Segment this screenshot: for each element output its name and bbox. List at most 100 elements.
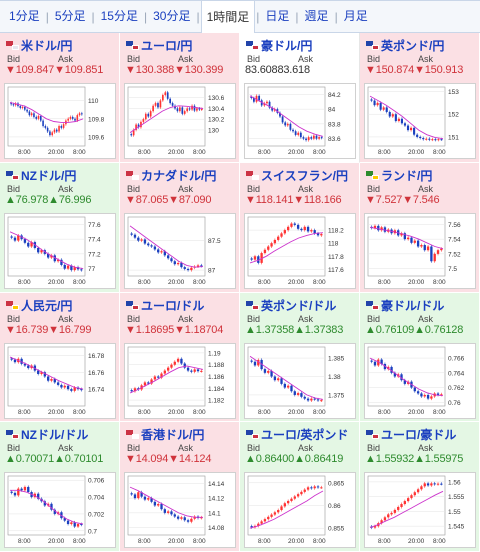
candle-body (284, 122, 287, 126)
price-chart[interactable]: 130.6 130.4 130.2 130 8:00 20:00 8:00 (124, 83, 236, 159)
candle-body (296, 392, 300, 395)
price-chart[interactable]: 1.385 1.38 1.375 8:00 20:00 8:00 (244, 342, 356, 419)
y-tick-label: 83.6 (328, 136, 341, 143)
timeframe-tabs: 1分足 | 5分足 | 15分足 | 30分足 | 1時間足 | 日足 | 週足 | 月足 (0, 0, 480, 33)
currency-pair-link[interactable]: 英ポンド/ドル (246, 297, 336, 314)
candle-body (147, 113, 150, 117)
candle-body (166, 255, 170, 259)
tab-timeframe[interactable]: 1分足 (9, 9, 40, 23)
candle-body (163, 370, 167, 374)
currency-card[interactable]: 英ポンド/円 Bid Ask ▼150.874▼150.913 153 152 151 8:0… (360, 33, 480, 163)
currency-card[interactable]: スイスフラン/円 Bid Ask ▼118.141▼118.166 118.2 118 11… (240, 162, 360, 293)
currency-pair-link[interactable]: 人民元/円 (6, 297, 72, 314)
bid-label: Bid (7, 54, 21, 64)
y-tick-label: 0.704 (88, 495, 105, 502)
y-tick-label: 84.2 (328, 92, 341, 99)
currency-pair-link[interactable]: ユーロ/円 (126, 37, 192, 54)
tab-separator: | (45, 9, 49, 24)
currency-pair-link[interactable]: カナダドル/円 (126, 167, 216, 184)
currency-card[interactable]: 豪ドル/ドル Bid Ask ▲0.76109▲0.76128 0.766 0.764 0.… (360, 292, 480, 423)
candle-body (426, 246, 430, 250)
candle-body (430, 395, 433, 399)
currency-pair-link[interactable]: ユーロ/英ポンド (246, 426, 348, 443)
x-tick-label: 20:00 (288, 409, 305, 416)
flag-base-icon (126, 170, 133, 176)
currency-pair-link[interactable]: 豪ドル/円 (246, 37, 312, 54)
currency-card[interactable]: カナダドル/円 Bid Ask ▼87.065▼87.090 87.5 87 8:00 20:… (120, 162, 240, 293)
tab-timeframe[interactable]: 日足 (265, 9, 290, 23)
candle-body (313, 398, 316, 400)
tab-timeframe[interactable]: 15分足 (100, 9, 138, 23)
currency-pair-title: ランド/円 (381, 168, 433, 183)
currency-card[interactable]: NZドル/円 Bid Ask ▲76.978▲76.996 77.6 77.4 77.2 77… (0, 162, 120, 293)
currency-pair-link[interactable]: 豪ドル/ドル (366, 297, 444, 314)
y-tick-label: 16.74 (88, 386, 105, 393)
candle-body (74, 118, 76, 121)
candle-body (137, 492, 140, 499)
price-chart[interactable]: 77.6 77.4 77.2 77 8:00 20:00 8:00 (4, 212, 116, 289)
candle-body (190, 267, 193, 270)
currency-pair-link[interactable]: 英ポンド/円 (366, 37, 444, 54)
price-chart[interactable]: 16.78 16.76 16.74 8:00 20:00 8:00 (4, 342, 116, 419)
tab-timeframe[interactable]: 週足 (304, 9, 329, 23)
price-chart[interactable]: 87.5 87 8:00 20:00 8:00 (124, 212, 236, 289)
candle-body (250, 360, 253, 362)
currency-pair-link[interactable]: スイスフラン/円 (246, 167, 348, 184)
tab-timeframe[interactable]: 1時間足 (200, 1, 256, 33)
candle-body (313, 229, 316, 234)
currency-card[interactable]: NZドル/ドル Bid Ask ▲0.70071▲0.70101 0.706 0.704 0… (0, 422, 120, 552)
candle-body (23, 487, 27, 491)
currency-card[interactable]: ランド/円 Bid Ask ▼7.527▼7.546 7.56 7.54 7.52 7.5 8:… (360, 162, 480, 293)
price-chart[interactable]: 1.56 1.555 1.55 1.545 8:00 20:00 8:00 (364, 472, 476, 549)
currency-pair-link[interactable]: ユーロ/豪ドル (366, 426, 456, 443)
price-chart[interactable]: 153 152 151 8:00 20:00 8:00 (364, 83, 476, 159)
bid-price: 0.76109 (375, 323, 415, 336)
candle-body (50, 255, 53, 258)
price-row: ▼87.065▼87.090 (125, 194, 211, 206)
y-tick-label: 1.375 (328, 392, 345, 399)
candle-body (176, 262, 180, 264)
candle-body (257, 523, 260, 527)
currency-pair-link[interactable]: ユーロ/ドル (126, 297, 204, 314)
price-chart[interactable]: 118.2 118 117.8 117.6 8:00 20:00 8:00 (244, 212, 356, 289)
moving-average-line (129, 364, 204, 393)
price-chart[interactable]: 1.19 1.188 1.186 1.184 1.182 8:00 20:00 8:00 (124, 342, 236, 419)
candle-body (430, 483, 433, 486)
y-tick-label: 118.2 (328, 227, 344, 234)
price-chart[interactable]: 0.706 0.704 0.702 0.7 8:00 20:00 8:00 (4, 472, 116, 549)
price-chart[interactable]: 0.865 0.86 0.855 8:00 20:00 8:00 (244, 472, 356, 549)
currency-pair-link[interactable]: NZドル/ドル (6, 426, 88, 443)
tab-timeframe[interactable]: 5分足 (54, 9, 86, 23)
candle-body (258, 95, 261, 101)
candle-body (307, 137, 310, 141)
currency-card[interactable]: 英ポンド/ドル Bid Ask ▲1.37358▲1.37383 1.385 1.38 1.… (240, 292, 360, 423)
candle-body (80, 388, 83, 390)
candle-body (267, 246, 270, 250)
currency-card[interactable]: ユーロ/豪ドル Bid Ask ▲1.55932▲1.55975 1.56 1.555 1.… (360, 422, 480, 552)
price-chart[interactable]: 110 109.8 109.6 8:00 20:00 8:00 (4, 83, 116, 159)
currency-pair-link[interactable]: ランド/円 (366, 167, 432, 184)
candle-body (144, 113, 147, 120)
flag-icon (246, 430, 259, 440)
plot-frame (247, 86, 326, 147)
tab-timeframe[interactable]: 30分足 (153, 9, 191, 23)
currency-card[interactable]: 米ドル/円 Bid Ask ▼109.847▼109.851 110 109.8 109.6… (0, 33, 120, 163)
currency-pair-link[interactable]: 米ドル/円 (6, 37, 72, 54)
price-chart[interactable]: 14.14 14.12 14.1 14.08 8:00 20:00 8:00 (124, 472, 236, 549)
currency-pair-link[interactable]: NZドル/円 (6, 167, 76, 184)
currency-pair-link[interactable]: 香港ドル/円 (126, 426, 204, 443)
candle-body (316, 398, 320, 400)
tab-timeframe[interactable]: 月足 (343, 9, 368, 23)
currency-card[interactable]: 豪ドル/円 Bid Ask 83.60883.618 84.2 84 83.8 83.6 8:0… (240, 33, 360, 163)
currency-card[interactable]: ユーロ/英ポンド Bid Ask ▲0.86400▲0.86419 0.865 0.86 0… (240, 422, 360, 552)
price-chart[interactable]: 0.766 0.764 0.762 0.76 8:00 20:00 8:00 (364, 342, 476, 419)
currency-card[interactable]: ユーロ/円 Bid Ask ▼130.388▼130.399 130.6 130.4 130… (120, 33, 240, 163)
price-chart[interactable]: 7.56 7.54 7.52 7.5 8:00 20:00 8:00 (364, 212, 476, 289)
candle-body (280, 506, 283, 511)
bid-price: 150.874 (375, 64, 415, 76)
currency-card[interactable]: ユーロ/ドル Bid Ask ▼1.18695▼1.18704 1.19 1.188 1.1… (120, 292, 240, 423)
candle-body (30, 241, 33, 247)
currency-card[interactable]: 人民元/円 Bid Ask ▼16.739▼16.799 16.78 16.76 16.74… (0, 292, 120, 423)
price-chart[interactable]: 84.2 84 83.8 83.6 8:00 20:00 8:00 (244, 83, 356, 159)
currency-card[interactable]: 香港ドル/円 Bid Ask ▼14.094▼14.124 14.14 14.12 14.1… (120, 422, 240, 552)
